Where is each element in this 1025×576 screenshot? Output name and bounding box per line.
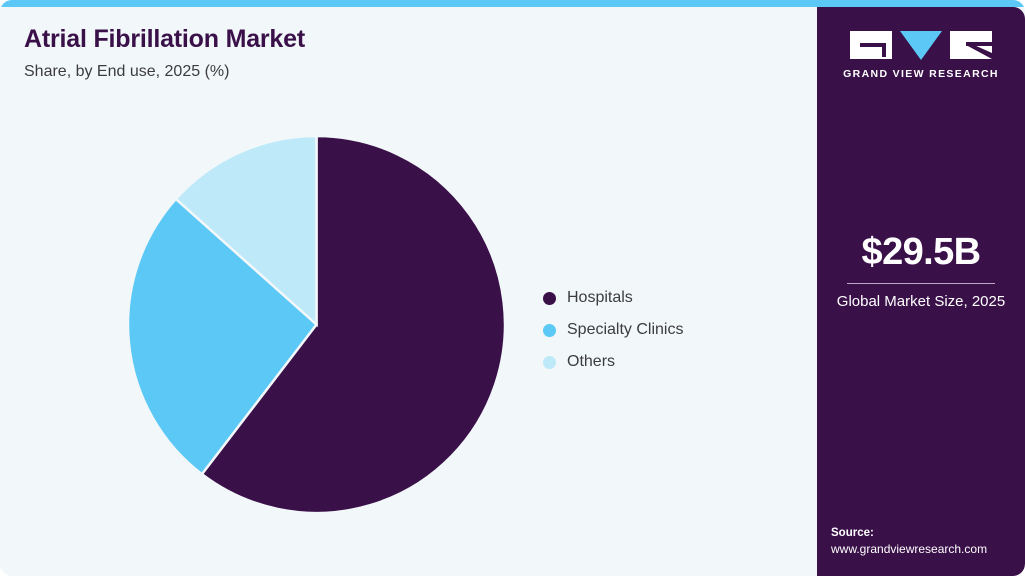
legend-swatch-icon	[543, 323, 556, 337]
source-url[interactable]: www.grandviewresearch.com	[831, 542, 988, 557]
divider	[847, 282, 995, 284]
gvr-logo-icon	[850, 31, 992, 60]
market-size-caption: Global Market Size, 2025	[836, 292, 1006, 310]
side-panel: GRAND VIEW RESEARCH $29.5B Global Market…	[817, 7, 1025, 576]
pie-chart	[128, 136, 505, 513]
chart-legend: Hospitals Specialty Clinics Others	[543, 282, 683, 378]
market-size-value: $29.5B	[861, 231, 982, 273]
page-subtitle: Share, by End use, 2025 (%)	[24, 62, 230, 80]
chart-area: Atrial Fibrillation Market Share, by End…	[0, 7, 817, 576]
brand-logo-text: GRAND VIEW RESEARCH	[843, 68, 999, 80]
source-block: Source: www.grandviewresearch.com	[831, 525, 1025, 558]
market-size-block: $29.5B Global Market Size, 2025	[817, 231, 1025, 312]
pie-chart-svg	[128, 136, 505, 513]
source-label: Source:	[831, 526, 874, 539]
pie-slice[interactable]	[128, 197, 319, 476]
legend-item-specialty-clinics[interactable]: Specialty Clinics	[543, 314, 683, 346]
legend-item-hospitals[interactable]: Hospitals	[543, 282, 683, 314]
legend-item-label: Others	[567, 353, 616, 370]
legend-item-others[interactable]: Others	[543, 346, 683, 378]
legend-swatch-icon	[543, 355, 556, 369]
legend-item-label: Hospitals	[567, 289, 633, 306]
brand-logo: GRAND VIEW RESEARCH	[817, 29, 1025, 80]
pie-slice-group	[128, 136, 505, 513]
legend-item-label: Specialty Clinics	[567, 321, 684, 338]
pie-slice[interactable]	[174, 136, 318, 328]
page-title: Atrial Fibrillation Market	[24, 25, 305, 53]
legend-swatch-icon	[543, 291, 556, 305]
title-block: Atrial Fibrillation Market Share, by End…	[24, 25, 305, 81]
top-accent-bar	[0, 0, 1025, 7]
pie-slice[interactable]	[200, 136, 505, 513]
